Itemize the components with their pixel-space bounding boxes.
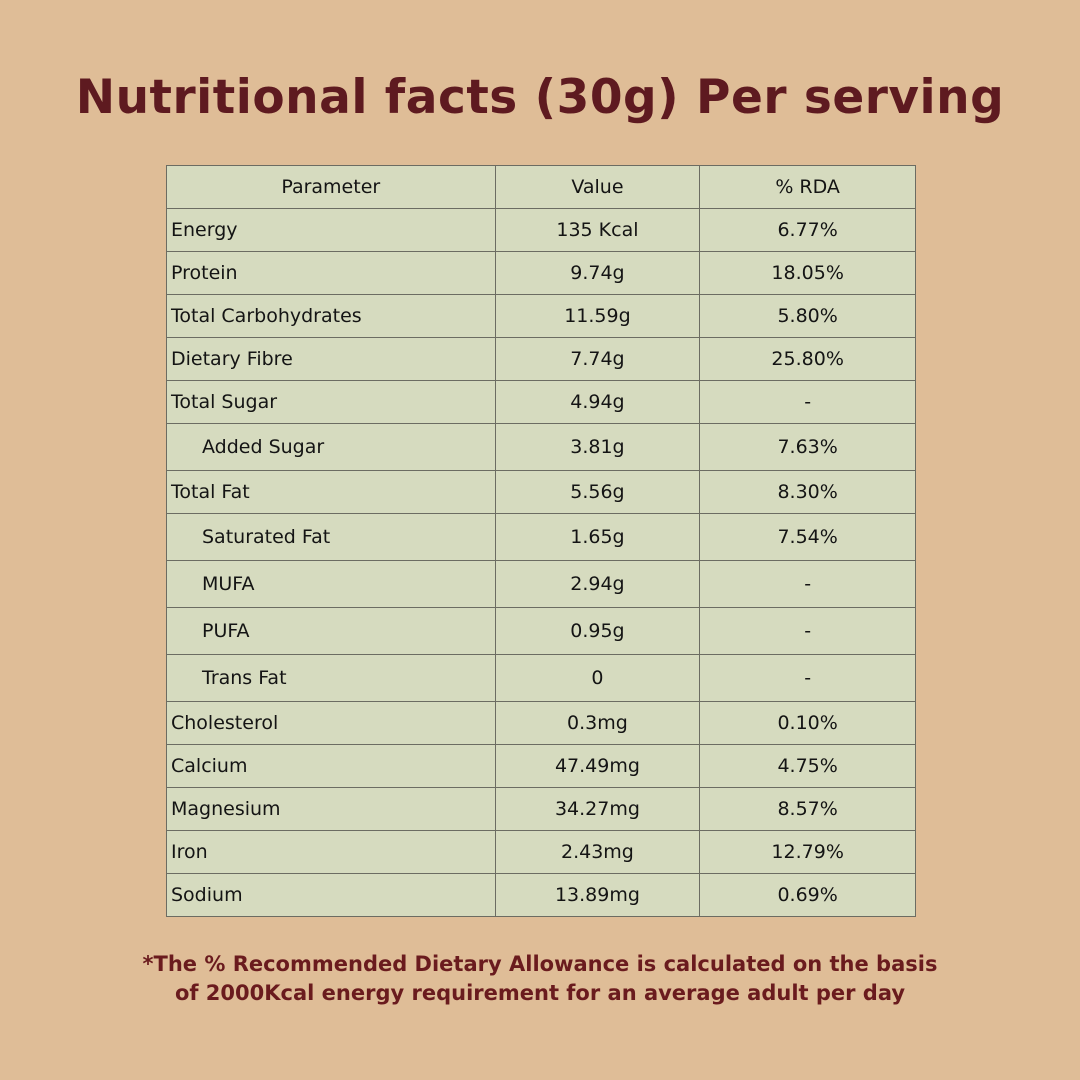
value-cell: 3.81g xyxy=(494,423,701,471)
parameter-cell: Sodium xyxy=(166,873,496,917)
table-row: Calcium 47.49mg 4.75% xyxy=(166,744,916,788)
rda-cell: 8.57% xyxy=(699,787,916,831)
table-row: Sodium 13.89mg 0.69% xyxy=(166,873,916,917)
value-cell: 34.27mg xyxy=(494,787,701,831)
rda-cell: 8.30% xyxy=(699,470,916,514)
parameter-cell: MUFA xyxy=(166,560,496,608)
rda-cell: 25.80% xyxy=(699,337,916,381)
value-cell: 7.74g xyxy=(494,337,701,381)
rda-cell: 0.10% xyxy=(699,701,916,745)
table-header-row: Parameter Value % RDA xyxy=(166,165,916,209)
rda-cell: 5.80% xyxy=(699,294,916,338)
footnote-line-2: of 2000Kcal energy requirement for an av… xyxy=(174,981,906,1005)
nutrition-table: Parameter Value % RDA Energy 135 Kcal 6.… xyxy=(166,165,916,917)
rda-cell: 4.75% xyxy=(699,744,916,788)
rda-cell: - xyxy=(699,380,916,424)
parameter-cell: Trans Fat xyxy=(166,654,496,702)
value-cell: 1.65g xyxy=(494,513,701,561)
rda-cell: 12.79% xyxy=(699,830,916,874)
table-row: Added Sugar 3.81g 7.63% xyxy=(166,423,916,471)
value-cell: 11.59g xyxy=(494,294,701,338)
rda-cell: 18.05% xyxy=(699,251,916,295)
parameter-cell: Saturated Fat xyxy=(166,513,496,561)
table-row: Iron 2.43mg 12.79% xyxy=(166,830,916,874)
parameter-cell: Protein xyxy=(166,251,496,295)
table-row: Total Sugar 4.94g - xyxy=(166,380,916,424)
footnote-line-1: *The % Recommended Dietary Allowance is … xyxy=(142,952,938,976)
table-row: Saturated Fat 1.65g 7.54% xyxy=(166,513,916,561)
value-cell: 5.56g xyxy=(494,470,701,514)
parameter-cell: Cholesterol xyxy=(166,701,496,745)
header-parameter: Parameter xyxy=(166,165,496,209)
table-row: Energy 135 Kcal 6.77% xyxy=(166,208,916,252)
table-row: Trans Fat 0 - xyxy=(166,654,916,702)
header-value: Value xyxy=(494,165,701,209)
rda-cell: 7.63% xyxy=(699,423,916,471)
rda-footnote: *The % Recommended Dietary Allowance is … xyxy=(0,950,1080,1008)
parameter-cell: Dietary Fibre xyxy=(166,337,496,381)
table-row: PUFA 0.95g - xyxy=(166,607,916,655)
table-row: Protein 9.74g 18.05% xyxy=(166,251,916,295)
rda-cell: - xyxy=(699,654,916,702)
parameter-cell: Total Carbohydrates xyxy=(166,294,496,338)
parameter-cell: Total Fat xyxy=(166,470,496,514)
rda-cell: 0.69% xyxy=(699,873,916,917)
parameter-cell: Calcium xyxy=(166,744,496,788)
value-cell: 4.94g xyxy=(494,380,701,424)
value-cell: 9.74g xyxy=(494,251,701,295)
value-cell: 135 Kcal xyxy=(494,208,701,252)
rda-cell: - xyxy=(699,607,916,655)
value-cell: 0 xyxy=(494,654,701,702)
rda-cell: 6.77% xyxy=(699,208,916,252)
parameter-cell: PUFA xyxy=(166,607,496,655)
table-row: Dietary Fibre 7.74g 25.80% xyxy=(166,337,916,381)
table-row: MUFA 2.94g - xyxy=(166,560,916,608)
rda-cell: - xyxy=(699,560,916,608)
value-cell: 0.95g xyxy=(494,607,701,655)
value-cell: 2.43mg xyxy=(494,830,701,874)
rda-cell: 7.54% xyxy=(699,513,916,561)
value-cell: 47.49mg xyxy=(494,744,701,788)
value-cell: 2.94g xyxy=(494,560,701,608)
parameter-cell: Magnesium xyxy=(166,787,496,831)
page-title: Nutritional facts (30g) Per serving xyxy=(75,70,1005,125)
table-row: Cholesterol 0.3mg 0.10% xyxy=(166,701,916,745)
table-row: Total Fat 5.56g 8.30% xyxy=(166,470,916,514)
value-cell: 13.89mg xyxy=(494,873,701,917)
parameter-cell: Total Sugar xyxy=(166,380,496,424)
header-rda: % RDA xyxy=(699,165,916,209)
table-row: Total Carbohydrates 11.59g 5.80% xyxy=(166,294,916,338)
parameter-cell: Iron xyxy=(166,830,496,874)
table-row: Magnesium 34.27mg 8.57% xyxy=(166,787,916,831)
value-cell: 0.3mg xyxy=(494,701,701,745)
parameter-cell: Energy xyxy=(166,208,496,252)
parameter-cell: Added Sugar xyxy=(166,423,496,471)
